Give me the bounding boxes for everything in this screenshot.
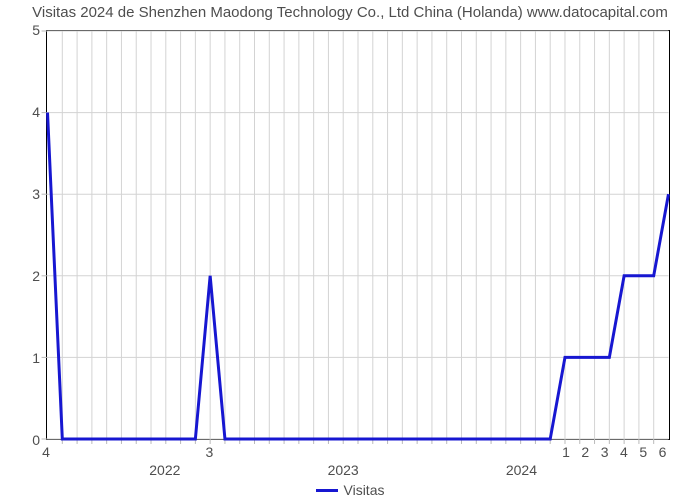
plot-svg <box>47 31 669 439</box>
y-tick-label: 5 <box>6 22 40 38</box>
legend-label: Visitas <box>344 482 385 498</box>
legend: Visitas <box>0 482 700 498</box>
x-inline-label: 3 <box>206 444 214 460</box>
x-major-label: 2022 <box>149 462 180 478</box>
x-inline-label: 6 <box>659 444 667 460</box>
chart-container: Visitas 2024 de Shenzhen Maodong Technol… <box>0 0 700 500</box>
x-major-label: 2024 <box>506 462 537 478</box>
y-tick-label: 3 <box>6 186 40 202</box>
x-inline-label: 3 <box>601 444 609 460</box>
chart-title: Visitas 2024 de Shenzhen Maodong Technol… <box>0 4 700 21</box>
x-inline-label: 4 <box>620 444 628 460</box>
legend-swatch <box>316 489 338 492</box>
plot-area <box>46 30 670 440</box>
y-tick-label: 4 <box>6 104 40 120</box>
y-tick-label: 2 <box>6 268 40 284</box>
x-major-label: 2023 <box>328 462 359 478</box>
x-inline-label: 5 <box>639 444 647 460</box>
x-inline-label: 4 <box>42 444 50 460</box>
y-tick-label: 1 <box>6 350 40 366</box>
x-inline-label: 1 <box>562 444 570 460</box>
y-tick-label: 0 <box>6 432 40 448</box>
x-inline-label: 2 <box>581 444 589 460</box>
